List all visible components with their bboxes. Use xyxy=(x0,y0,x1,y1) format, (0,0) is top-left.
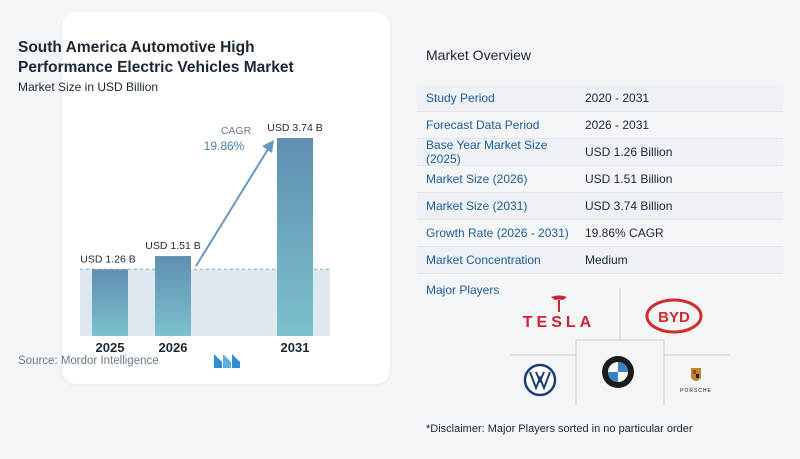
overview-row-value: USD 1.51 Billion xyxy=(585,172,673,186)
overview-row-label: Study Period xyxy=(426,91,495,105)
overview-row-value: 19.86% CAGR xyxy=(585,226,664,240)
byd-wordmark: BYD xyxy=(658,309,690,326)
overview-row-value: 2026 - 2031 xyxy=(585,118,650,132)
disclaimer: *Disclaimer: Major Players sorted in no … xyxy=(426,423,693,435)
overview-row-value: 2020 - 2031 xyxy=(585,91,650,105)
chart-subtitle: Market Size in USD Billion xyxy=(18,80,159,94)
overview-row-label: Market Size (2026) xyxy=(426,172,528,186)
tesla-wordmark: TESLA xyxy=(523,314,595,331)
overview-row-value: USD 3.74 Billion xyxy=(585,199,673,213)
cagr-value: 19.86% xyxy=(204,139,245,153)
volkswagen-logo xyxy=(523,363,557,397)
overview-row: Market Size (2031) USD 3.74 Billion xyxy=(417,193,783,220)
mordor-logo-icon xyxy=(214,354,240,368)
cagr-label: CAGR xyxy=(221,125,252,137)
bar-2025 xyxy=(92,269,128,336)
overview-row: Base Year Market Size (2025) USD 1.26 Bil… xyxy=(417,138,783,166)
overview-row: Growth Rate (2026 - 2031) 19.86% CAGR xyxy=(417,220,783,247)
overview-row: Forecast Data Period 2026 - 2031 xyxy=(417,112,783,139)
data-label-2031: USD 3.74 B xyxy=(267,122,322,134)
overview-row-label: Market Size (2031) xyxy=(426,199,528,213)
x-tick-2031: 2031 xyxy=(281,340,310,355)
x-tick-2026: 2026 xyxy=(159,340,188,355)
chart-title: South America Automotive High Performanc… xyxy=(18,39,294,76)
porsche-wordmark: PORSCHE xyxy=(680,388,712,394)
overview-row-label: Forecast Data Period xyxy=(426,118,540,132)
bmw-logo xyxy=(602,356,634,388)
data-label-2025: USD 1.26 B xyxy=(80,253,135,265)
bar-2031 xyxy=(277,138,313,336)
x-tick-2025: 2025 xyxy=(96,340,125,355)
overview-row-value: USD 1.26 Billion xyxy=(585,145,673,159)
overview-row: Market Concentration Medium xyxy=(417,247,783,274)
overview-row: Study Period 2020 - 2031 xyxy=(417,85,783,112)
overview-row-label: Growth Rate (2026 - 2031) xyxy=(426,226,569,240)
overview-row-label: Base Year Market Size (2025) xyxy=(426,138,548,166)
overview-row-value: Medium xyxy=(585,253,628,267)
source-note: Source: Mordor Intelligence xyxy=(18,355,159,367)
tesla-logo: TESLA xyxy=(523,295,595,331)
overview-row-label: Market Concentration xyxy=(426,253,541,267)
market-overview-heading: Market Overview xyxy=(426,47,532,63)
market-overview-table: Study Period 2020 - 2031 Forecast Data Per… xyxy=(417,85,783,274)
cagr-arrow xyxy=(195,145,271,267)
cagr-arrowhead xyxy=(262,140,274,153)
overview-row: Market Size (2026) USD 1.51 Billion xyxy=(417,166,783,193)
data-label-2026: USD 1.51 B xyxy=(145,240,200,252)
major-players-heading: Major Players xyxy=(426,283,500,297)
bar-2026 xyxy=(155,256,191,336)
bar-chart: USD 1.26 B 2025 USD 1.51 B 2026 USD 3.74 B 20… xyxy=(80,122,330,355)
byd-logo: BYD xyxy=(645,298,703,334)
porsche-logo: PORSCHE xyxy=(680,368,712,394)
